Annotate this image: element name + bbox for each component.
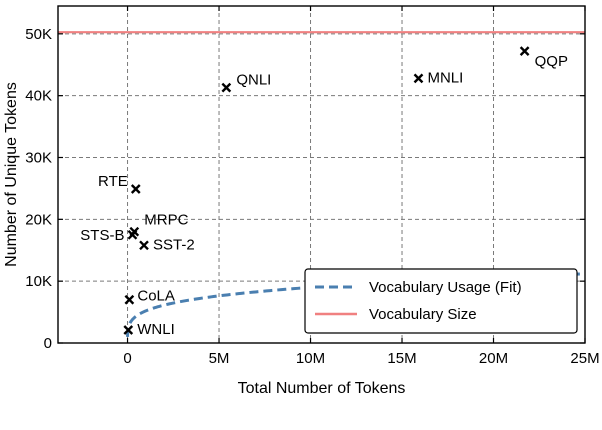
- point-label-sst-2: SST-2: [153, 236, 195, 253]
- point-mnli: MNLI: [413, 69, 463, 86]
- point-marker-b-qnli: [221, 82, 232, 93]
- point-label-wnli: WNLI: [137, 321, 175, 338]
- point-label-rte: RTE: [98, 173, 128, 190]
- point-marker-b-sst-2: [139, 240, 149, 251]
- legend-label-fit: Vocabulary Usage (Fit): [369, 279, 522, 296]
- legend-box: [304, 268, 578, 334]
- y-tick-label-0: 0: [44, 335, 52, 352]
- point-marker-b-sts-b: [127, 229, 138, 240]
- y-tick-label-1: 10K: [25, 273, 52, 290]
- y-tick-label-3: 30K: [25, 149, 52, 166]
- x-tick-label-2: 10M: [296, 350, 325, 367]
- x-tick-label-4: 20M: [479, 350, 508, 367]
- x-axis-title: Total Number of Tokens: [238, 380, 406, 397]
- y-tick-label-4: 40K: [25, 88, 52, 105]
- y-axis-title: Number of Unique Tokens: [3, 82, 20, 267]
- legend: Vocabulary Usage (Fit) Vocabulary Size: [304, 268, 578, 334]
- legend-label-vocab-size: Vocabulary Size: [369, 306, 477, 323]
- fit-curve-layer: [126, 272, 586, 338]
- point-label-mrpc: MRPC: [144, 212, 188, 229]
- point-qqp: QQP: [519, 46, 568, 70]
- y-tick-label-5: 50K: [25, 26, 52, 43]
- point-marker-b-qqp: [519, 46, 530, 56]
- point-marker-b-wnli: [123, 325, 134, 335]
- point-label-cola: CoLA: [137, 288, 175, 305]
- point-cola: CoLA: [124, 288, 175, 305]
- point-wnli: WNLI: [123, 321, 175, 338]
- fit-curve: [126, 272, 586, 338]
- point-label-qnli: QNLI: [236, 72, 271, 89]
- plot-frame: [57, 5, 586, 344]
- axis-ticks: 0 5M 10M 15M 20M 25M 0 10K 20K 30K 40K 50K: [25, 6, 600, 367]
- point-label-mnli: MNLI: [427, 69, 463, 86]
- point-sst-2: SST-2: [139, 236, 195, 253]
- point-marker-b-mnli: [413, 73, 424, 84]
- point-sts-b: STS-B: [80, 227, 138, 244]
- x-tick-label-1: 5M: [209, 350, 230, 367]
- point-marker-b-rte: [130, 184, 141, 194]
- point-mrpc: MRPC: [129, 212, 189, 237]
- data-points: QNLI MNLI QQP RTE MRPC STS-B SST-2 CoLA WNLI: [80, 46, 568, 338]
- x-tick-label-5: 25M: [570, 350, 599, 367]
- point-qnli: QNLI: [221, 72, 271, 93]
- x-tick-label-0: 0: [123, 350, 131, 367]
- x-tick-label-3: 15M: [387, 350, 416, 367]
- point-marker-b-cola: [124, 294, 135, 305]
- point-label-qqp: QQP: [535, 53, 568, 70]
- point-rte: RTE: [98, 173, 141, 194]
- y-tick-label-2: 20K: [25, 211, 52, 228]
- point-label-sts-b: STS-B: [80, 227, 124, 244]
